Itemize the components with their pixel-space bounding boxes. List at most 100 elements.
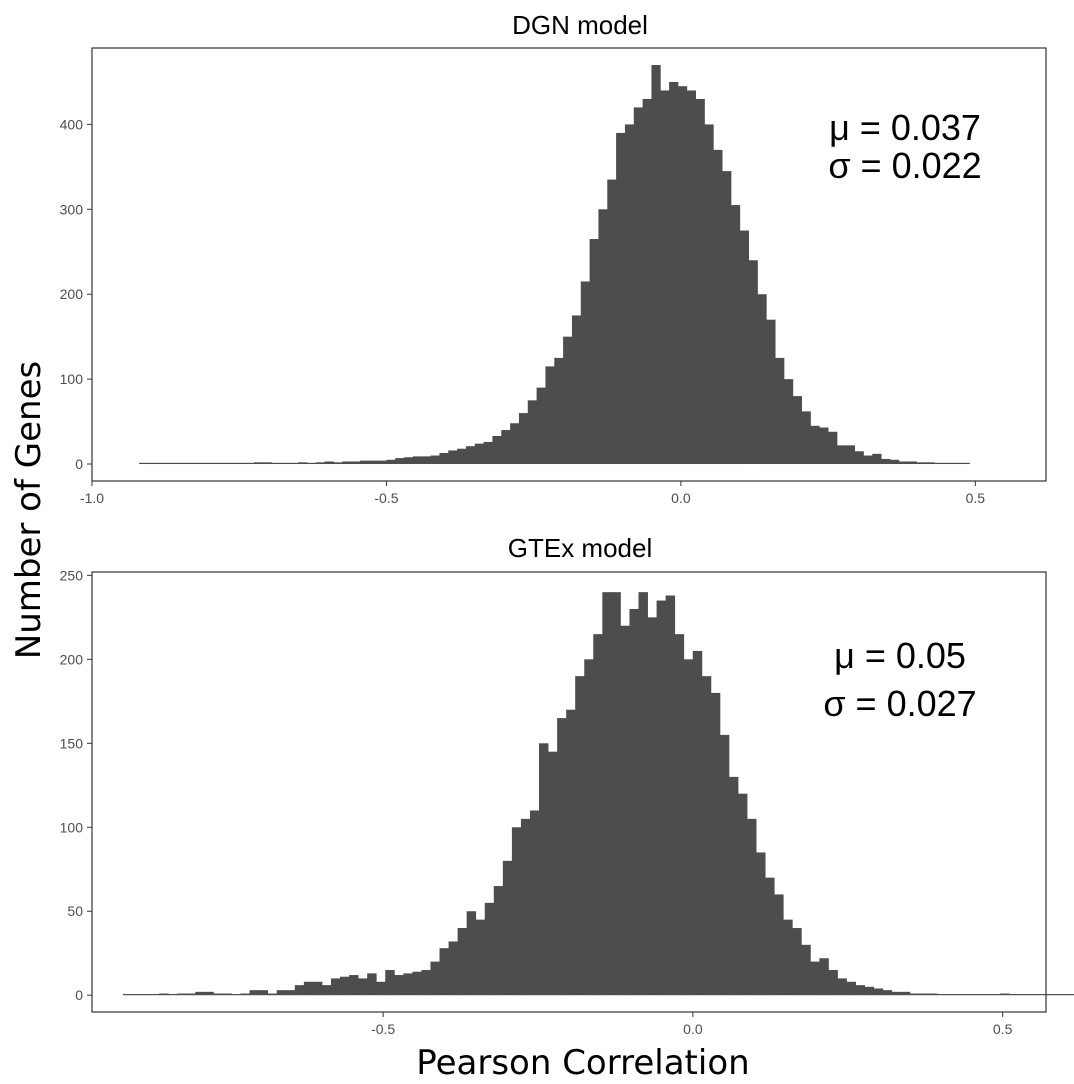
stat-mu-gtex: μ = 0.05 — [834, 635, 966, 676]
y-tick-label: 300 — [60, 201, 84, 217]
histogram-bar — [386, 459, 396, 465]
ticks-dgn: -1.0 -0.5 0.0 0.5 0 100 200 300 400 — [60, 116, 986, 506]
histogram-bar — [907, 461, 917, 465]
histogram-bar — [518, 413, 529, 465]
histogram-bar — [475, 919, 486, 996]
histogram-bar — [730, 205, 741, 465]
histogram-bar — [501, 430, 511, 465]
histogram-bar — [227, 462, 237, 465]
x-tick-label: -1.0 — [80, 490, 104, 506]
histogram-bar — [430, 455, 440, 465]
histogram-bar — [633, 107, 644, 465]
histogram-bar — [801, 411, 811, 465]
histogram-bar — [213, 993, 223, 996]
histogram-bar — [349, 975, 359, 996]
histogram-bar — [276, 990, 287, 996]
histogram-bar — [1045, 994, 1055, 996]
histogram-bar — [122, 994, 133, 996]
histogram-bar — [150, 994, 160, 996]
histogram-bar — [566, 709, 576, 996]
plot-frame-dgn — [91, 47, 1047, 482]
histogram-bar — [766, 319, 776, 465]
histogram-bar — [262, 462, 273, 465]
histogram-bar — [1063, 994, 1074, 996]
histogram-bar — [324, 461, 334, 465]
histogram-bar — [686, 90, 697, 465]
histogram-bar — [186, 993, 196, 996]
histogram-bar — [367, 973, 377, 996]
histogram-bar — [539, 743, 549, 996]
histogram-bar — [927, 993, 938, 996]
histogram-bar — [267, 993, 278, 996]
histogram-bar — [340, 976, 350, 996]
histogram-bar — [351, 461, 361, 465]
y-tick-label: 200 — [60, 651, 84, 667]
histogram-bar — [872, 453, 882, 465]
histogram-bar — [973, 994, 983, 996]
x-tick-label: -0.5 — [371, 1021, 395, 1037]
y-tick-label: 200 — [60, 286, 84, 302]
histogram-bar — [889, 459, 900, 465]
histogram-bar — [946, 994, 956, 996]
histogram-bar — [638, 592, 648, 996]
histogram-bar — [421, 970, 431, 996]
histogram-bar — [132, 994, 142, 996]
histogram-bar — [294, 985, 305, 996]
histogram-bar — [204, 991, 214, 996]
histogram-bar — [934, 462, 944, 465]
histogram-bar — [580, 281, 591, 465]
histogram-bar — [991, 994, 1001, 996]
histogram-bar — [253, 462, 264, 465]
y-tick-label: 100 — [60, 819, 84, 835]
histogram-bar — [159, 993, 169, 996]
histogram-bar — [665, 595, 676, 996]
histogram-bar — [669, 81, 679, 465]
histogram-bar — [909, 993, 920, 996]
x-tick-label: 0.5 — [993, 1021, 1013, 1037]
histogram-bar — [484, 902, 495, 996]
histogram-bar — [881, 458, 891, 465]
y-tick-label: 250 — [60, 567, 84, 583]
histogram-bar — [801, 944, 811, 996]
histogram-bar — [404, 457, 414, 465]
histogram-bar — [692, 650, 703, 996]
histogram-bar — [900, 991, 911, 996]
stat-sigma-gtex: σ = 0.027 — [823, 683, 976, 724]
histogram-bar — [156, 462, 167, 465]
histogram-bar — [377, 460, 387, 465]
x-tick-label: 0.5 — [966, 490, 986, 506]
histogram-bar — [882, 990, 893, 996]
histogram-bar — [333, 462, 343, 465]
histogram-bar — [331, 978, 341, 996]
histogram-bar — [520, 818, 531, 996]
histogram-bar — [1036, 994, 1046, 996]
x-tick-label: 0.0 — [671, 490, 691, 506]
histogram-bar — [765, 877, 775, 996]
panel-title-gtex: GTEx model — [508, 533, 653, 563]
histogram-bar — [192, 462, 202, 465]
histogram-bar — [774, 894, 784, 996]
histogram-bar — [863, 455, 873, 465]
histogram-bar — [891, 991, 902, 996]
histogram-bar — [810, 425, 820, 465]
histogram-bar — [249, 990, 260, 996]
histogram-bar — [222, 993, 232, 996]
histogram-bar — [147, 462, 158, 465]
histogram-bar — [430, 961, 440, 996]
histogram-bar — [139, 462, 149, 465]
histogram-bar — [236, 462, 246, 465]
histogram-bar — [395, 458, 405, 465]
histogram-bar — [713, 149, 723, 465]
histogram-bar — [342, 461, 352, 465]
histogram-bar — [195, 991, 205, 996]
histogram-bar — [545, 366, 555, 465]
histogram-bar — [936, 994, 947, 996]
histogram-bar — [854, 451, 864, 465]
histogram-bar — [168, 994, 178, 996]
histogram-bar — [624, 124, 635, 465]
histogram-bar — [757, 294, 767, 465]
histogram-bar — [245, 462, 255, 465]
histogram-bar — [1009, 994, 1019, 996]
histogram-bar — [855, 985, 866, 996]
histogram-bar — [575, 676, 585, 996]
